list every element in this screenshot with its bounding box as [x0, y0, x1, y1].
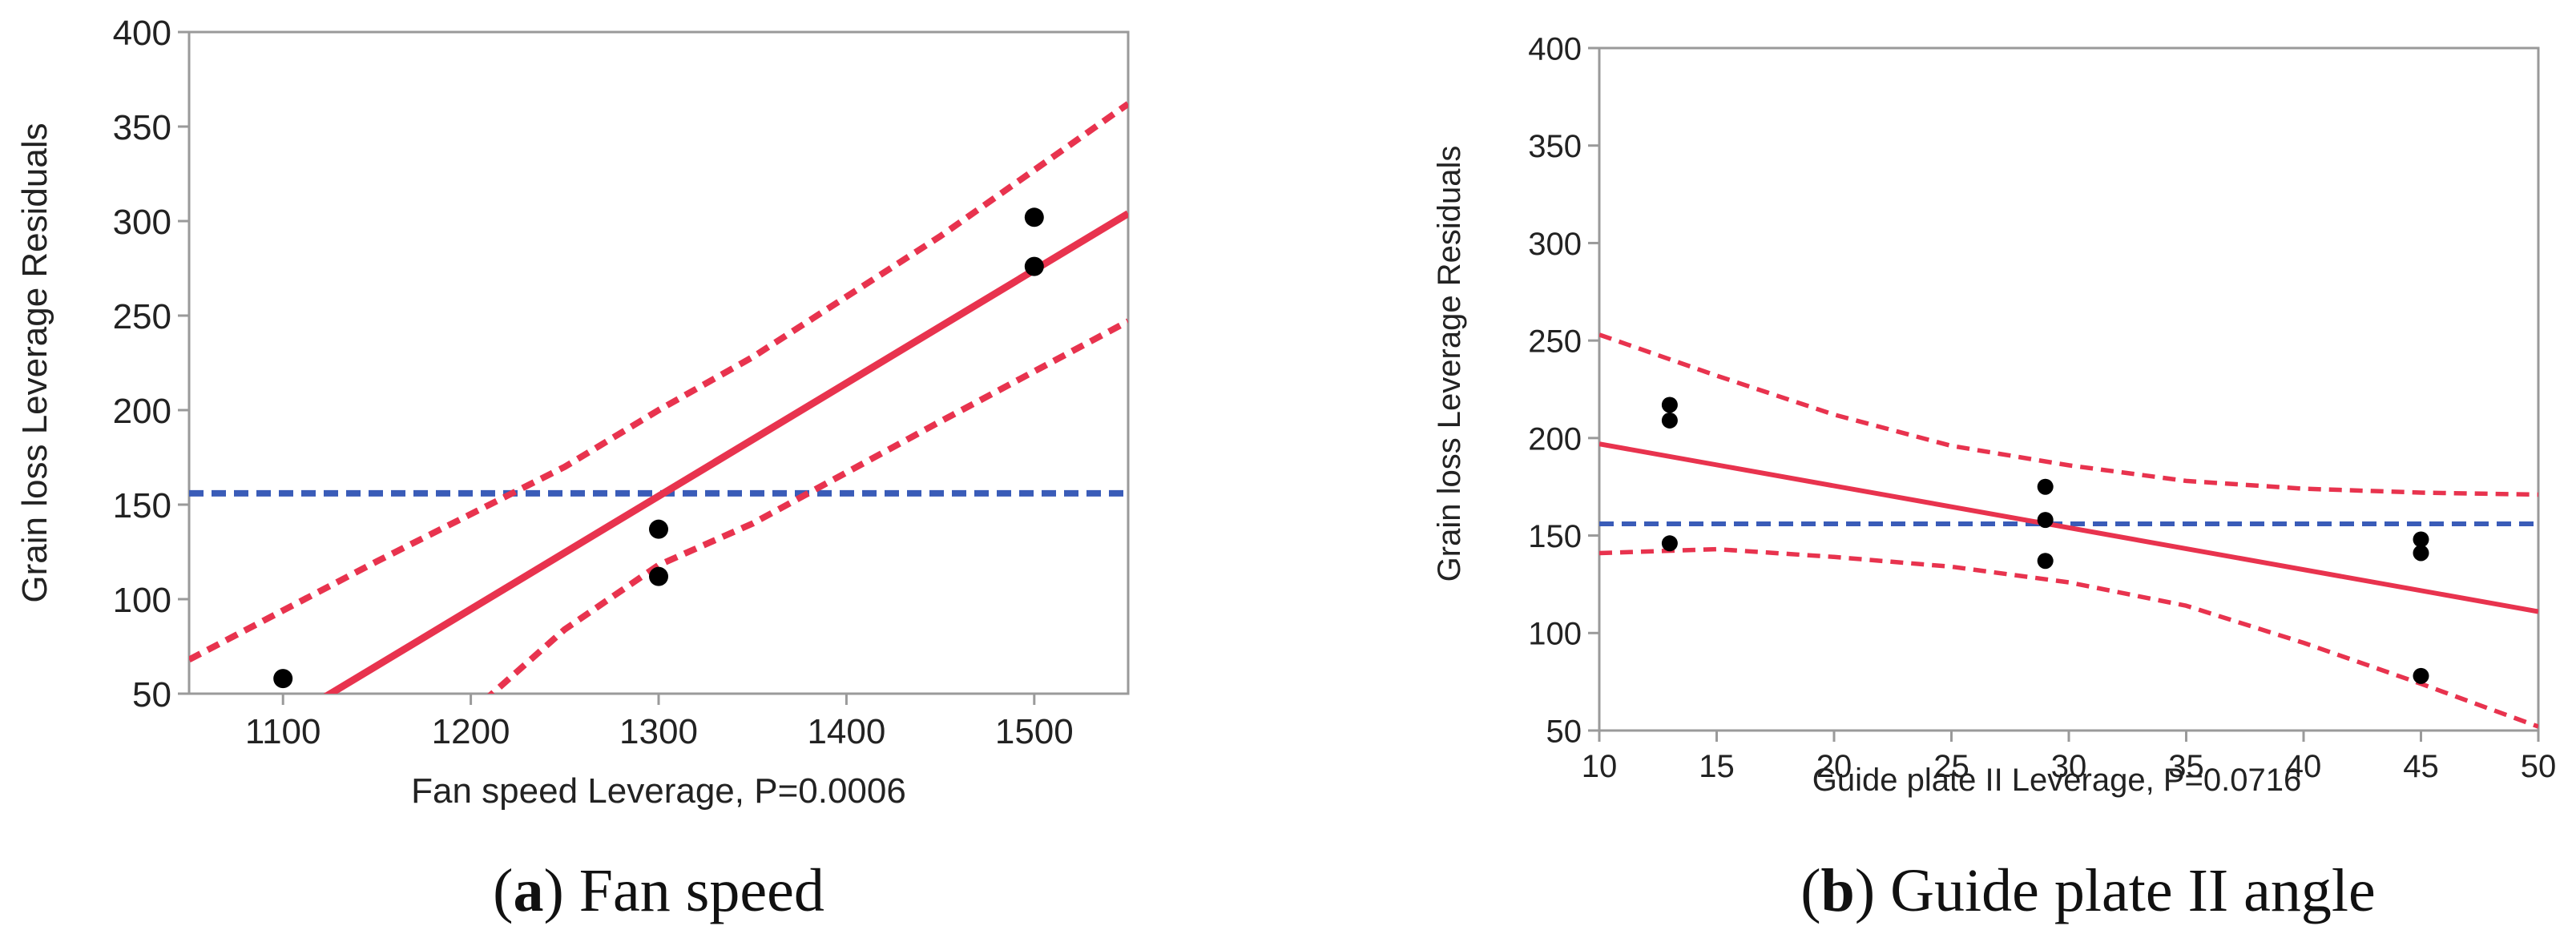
y-tick-label: 400	[113, 14, 171, 53]
x-axis-label: Guide plate II Leverage, P=0.0716	[1812, 763, 2301, 798]
y-tick-label: 400	[1528, 31, 1582, 66]
x-tick-label: 1200	[432, 712, 510, 751]
y-axis-label: Grain loss Leverage Residuals	[15, 123, 54, 602]
x-tick-label: 40	[2286, 749, 2322, 784]
y-tick-label: 250	[113, 297, 171, 336]
plot-frame	[1598, 46, 2540, 732]
plot-area	[1599, 332, 2538, 729]
x-axis-label: Fan speed Leverage, P=0.0006	[411, 771, 906, 811]
axis-ticks: 50 100 150 200 250 300 350 400 1100 1200 1300 1400 1…	[113, 14, 1074, 751]
y-tick-label: 350	[113, 108, 171, 147]
x-tick-label: 35	[2168, 749, 2204, 784]
data-point	[1661, 535, 1678, 552]
plot-area	[189, 101, 1128, 694]
y-tick-label: 200	[1528, 421, 1582, 457]
data-point	[2037, 553, 2054, 570]
y-axis-label: Grain loss Leverage Residuals	[1432, 146, 1467, 582]
confidence-upper-curve	[189, 101, 1128, 663]
panel-guide-plate: 50 100 150 200 250 300 350 400 10 15 20 25 30 35 40 45 5…	[1432, 31, 2556, 924]
data-point	[2037, 512, 2054, 529]
data-point	[1024, 256, 1044, 276]
data-point	[649, 519, 668, 539]
data-point	[2037, 478, 2054, 495]
x-tick-label: 1500	[995, 712, 1074, 751]
regression-fit-line	[323, 210, 1128, 694]
x-tick-label: 1100	[245, 712, 321, 751]
x-tick-label: 1400	[807, 712, 885, 751]
confidence-upper-curve	[1599, 332, 2538, 497]
x-tick-label: 25	[1933, 749, 1969, 784]
data-point	[1024, 207, 1044, 227]
regression-fit-line	[1599, 441, 2538, 614]
y-tick-label: 150	[113, 486, 171, 525]
y-tick-label: 100	[1528, 617, 1582, 652]
y-tick-label: 150	[1528, 519, 1582, 554]
y-tick-label: 50	[1546, 714, 1582, 749]
data-point	[2413, 667, 2429, 684]
caption-text: Fan speed	[564, 857, 824, 924]
y-tick-label: 300	[113, 203, 171, 242]
y-tick-label: 300	[1528, 227, 1582, 262]
confidence-lower-curve	[1599, 546, 2538, 729]
x-tick-label: 45	[2403, 749, 2439, 784]
y-tick-label: 350	[1528, 129, 1582, 164]
caption-letter: b	[1821, 857, 1855, 924]
data-point	[1661, 412, 1678, 429]
caption-a: (a) Fan speed	[493, 857, 824, 924]
data-point	[2413, 531, 2429, 548]
x-tick-label: 15	[1699, 749, 1735, 784]
y-tick-label: 200	[113, 392, 171, 431]
x-tick-label: 30	[2051, 749, 2087, 784]
x-tick-label: 20	[1816, 749, 1852, 784]
y-tick-label: 250	[1528, 324, 1582, 360]
y-tick-label: 100	[113, 581, 171, 620]
data-point	[273, 669, 293, 689]
data-point	[2413, 545, 2429, 562]
axis-ticks: 50 100 150 200 250 300 350 400 10 15 20 25 30 35 40 45 5…	[1528, 31, 2556, 784]
data-point	[1661, 397, 1678, 413]
x-tick-label: 10	[1582, 749, 1618, 784]
caption-letter: a	[513, 857, 543, 924]
x-tick-label: 1300	[619, 712, 698, 751]
caption-b: (b) Guide plate II angle	[1800, 857, 2376, 924]
plot-frame	[187, 30, 1130, 695]
data-point	[649, 566, 668, 586]
panel-fan-speed: 50 100 150 200 250 300 350 400 1100 1200 1300 1400 1…	[15, 14, 1130, 924]
x-tick-label: 50	[2521, 749, 2557, 784]
y-tick-label: 50	[132, 675, 171, 715]
caption-text: Guide plate II angle	[1875, 857, 2376, 924]
